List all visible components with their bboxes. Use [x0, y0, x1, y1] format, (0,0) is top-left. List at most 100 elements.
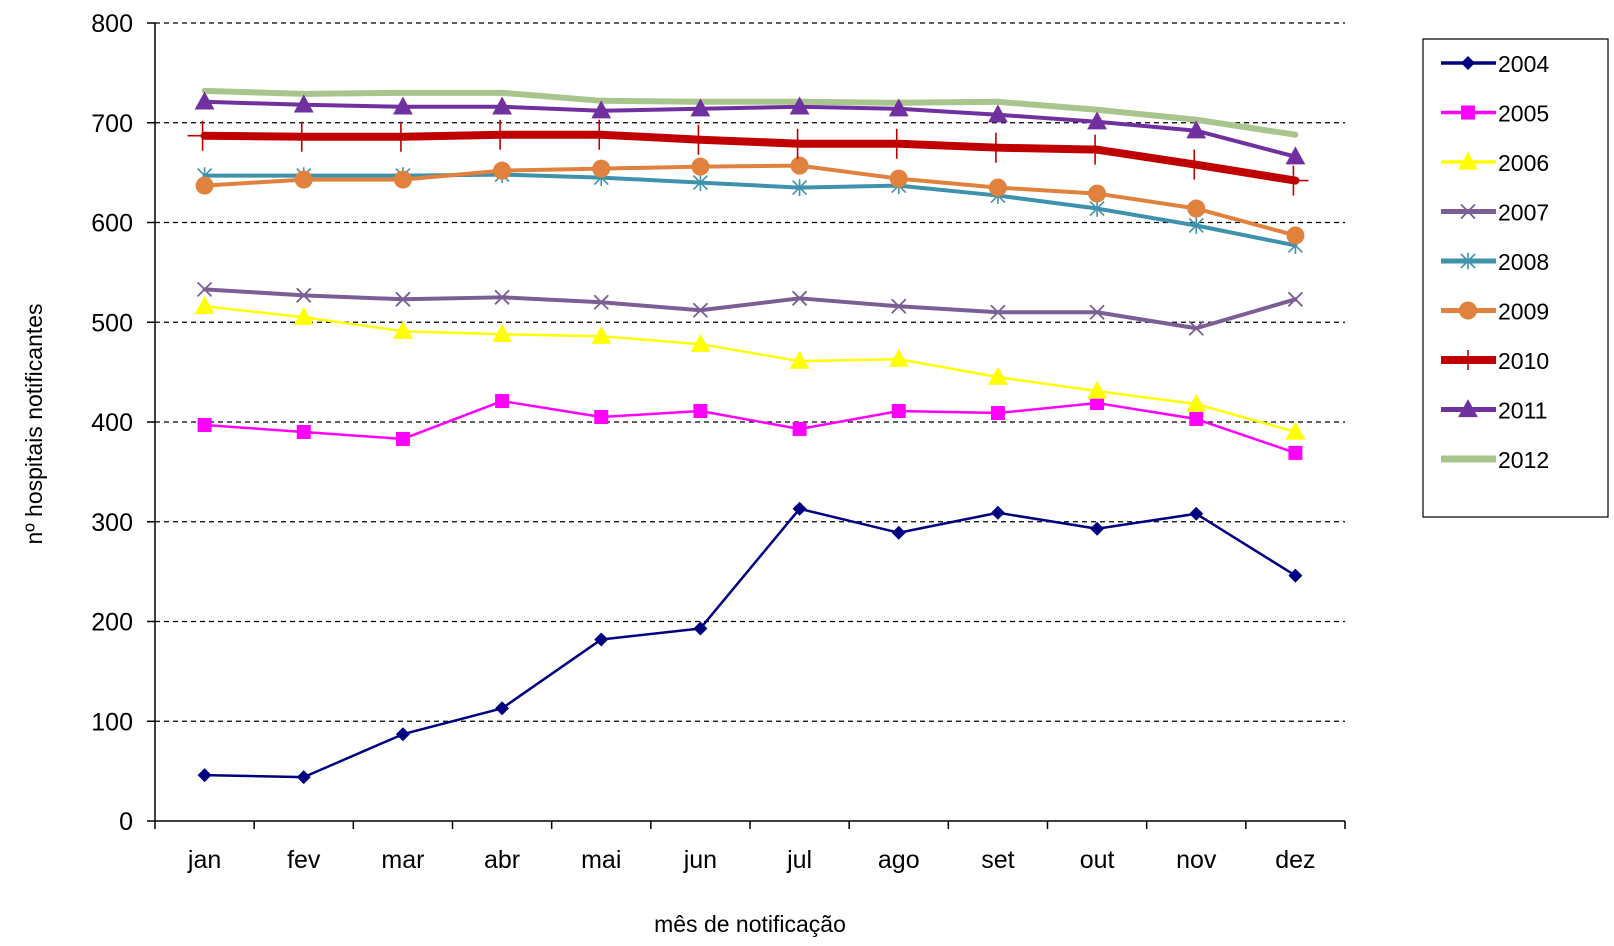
marker-square	[495, 394, 510, 409]
series-2009	[195, 156, 1305, 245]
marker-plus	[1179, 149, 1210, 180]
marker-triangle	[1087, 111, 1107, 130]
legend-label: 2005	[1498, 101, 1549, 127]
legend-label: 2009	[1498, 299, 1549, 325]
series-line-2007	[202, 287, 1298, 331]
series-group	[187, 87, 1309, 785]
x-tick-label: set	[981, 846, 1014, 874]
marker-triangle	[1186, 393, 1207, 412]
marker-asterisk	[1188, 217, 1204, 234]
x-tick-label: ago	[878, 846, 920, 874]
legend-item-2005: 2005	[1441, 101, 1549, 127]
marker-circle	[1286, 226, 1305, 245]
y-axis-title: nº hospitais notificantes	[21, 303, 47, 544]
marker-plus	[782, 128, 813, 159]
marker-diamond	[792, 501, 807, 516]
marker-triangle	[690, 333, 711, 352]
marker-circle	[493, 161, 512, 180]
legend-label: 2004	[1498, 51, 1549, 77]
marker-x	[1460, 203, 1476, 220]
marker-plus	[584, 119, 615, 150]
legend-label: 2011	[1498, 398, 1547, 424]
marker-triangle	[194, 91, 215, 110]
marker-diamond	[693, 621, 708, 636]
marker-triangle	[1285, 146, 1306, 165]
marker-diamond	[1090, 521, 1105, 536]
marker-triangle	[293, 94, 314, 113]
marker-square	[693, 404, 708, 419]
y-tick-label: 100	[91, 708, 133, 736]
marker-square	[197, 417, 212, 432]
legend-item-2007: 2007	[1441, 200, 1549, 226]
marker-circle	[988, 178, 1007, 197]
marker-square	[395, 431, 410, 446]
marker-square	[1461, 105, 1475, 120]
marker-square	[1288, 445, 1303, 460]
marker-square	[990, 406, 1005, 421]
marker-triangle	[988, 104, 1008, 123]
x-tick-label: nov	[1176, 846, 1217, 874]
marker-diamond	[395, 727, 410, 742]
marker-circle	[294, 170, 313, 189]
legend-item-2010: 2010	[1441, 348, 1549, 374]
y-tick-label: 500	[91, 309, 133, 337]
x-tick-label: jun	[683, 846, 717, 874]
marker-triangle	[492, 323, 512, 342]
marker-x	[296, 287, 312, 303]
x-tick-label: fev	[287, 846, 321, 874]
legend-label: 2006	[1498, 150, 1549, 176]
marker-triangle	[591, 100, 612, 119]
y-tick-label: 300	[91, 509, 133, 537]
x-tick-label: abr	[484, 846, 520, 874]
marker-circle	[592, 159, 611, 178]
marker-x	[791, 290, 808, 306]
marker-plus	[683, 124, 714, 155]
legend-label: 2010	[1498, 348, 1549, 374]
marker-circle	[1459, 301, 1477, 320]
marker-plus	[1278, 165, 1309, 196]
legend-label: 2008	[1498, 249, 1549, 275]
marker-diamond	[1461, 56, 1475, 70]
marker-triangle	[1087, 380, 1107, 399]
series-2010	[187, 119, 1309, 196]
marker-triangle	[988, 366, 1008, 385]
series-line-2009	[202, 163, 1298, 238]
marker-circle	[393, 170, 412, 189]
legend-item-2012: 2012	[1441, 447, 1549, 473]
series-2005	[197, 394, 1303, 460]
series-line-2006	[203, 305, 1297, 434]
marker-circle	[790, 156, 809, 175]
marker-triangle	[492, 96, 512, 115]
legend-label: 2012	[1498, 447, 1549, 473]
series-2012	[201, 87, 1299, 138]
marker-triangle	[1285, 421, 1306, 440]
x-axis-title: mês de notificação	[654, 911, 846, 937]
y-tick-label: 200	[91, 609, 133, 637]
x-tick-label: dez	[1275, 846, 1315, 874]
marker-x	[1287, 291, 1304, 307]
series-2006	[194, 295, 1306, 440]
axes	[147, 22, 1346, 829]
legend-item-2009: 2009	[1441, 299, 1549, 325]
marker-plus	[881, 128, 912, 159]
series-line-2004	[203, 507, 1297, 779]
marker-x	[1188, 320, 1204, 336]
marker-triangle	[789, 96, 810, 115]
marker-x	[1089, 304, 1105, 320]
marker-square	[1090, 396, 1105, 411]
series-2004	[197, 501, 1303, 785]
x-tick-label: jul	[786, 846, 812, 874]
marker-square	[1189, 412, 1204, 427]
marker-x	[494, 289, 510, 305]
legend-label: 2007	[1498, 200, 1549, 226]
gridlines	[155, 22, 1345, 722]
marker-plus	[485, 119, 516, 150]
marker-x	[891, 298, 907, 314]
marker-triangle	[194, 295, 215, 314]
marker-triangle	[393, 320, 413, 339]
marker-square	[594, 410, 609, 425]
marker-square	[891, 404, 906, 419]
series-2011	[194, 91, 1306, 165]
series-line-2005	[203, 399, 1297, 455]
